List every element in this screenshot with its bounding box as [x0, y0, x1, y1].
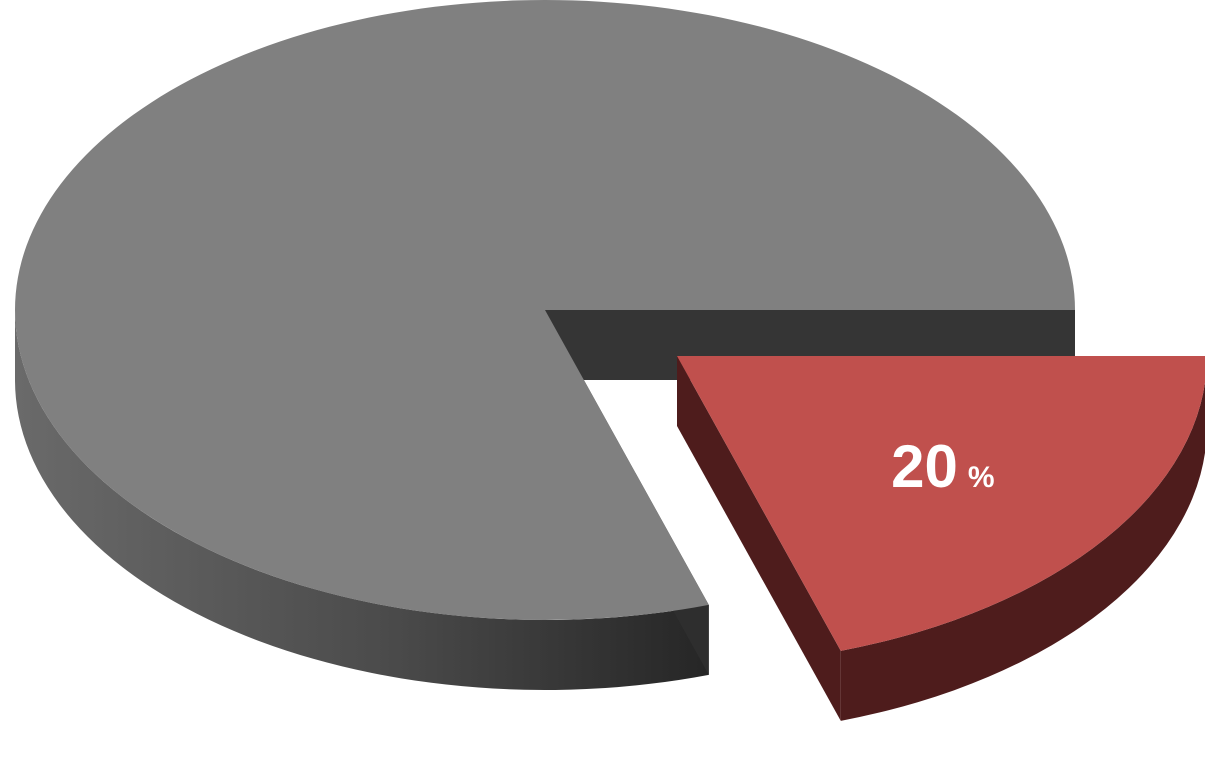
gray-slice-side	[15, 310, 709, 690]
red-slice-cut-face	[677, 356, 841, 721]
red-slice-side	[840, 382, 1205, 721]
red-slice-top	[677, 356, 1205, 651]
pie-slices	[15, 0, 1205, 721]
slice-label-20-percent: 20%	[891, 433, 994, 500]
gray-slice-top	[15, 0, 1075, 620]
